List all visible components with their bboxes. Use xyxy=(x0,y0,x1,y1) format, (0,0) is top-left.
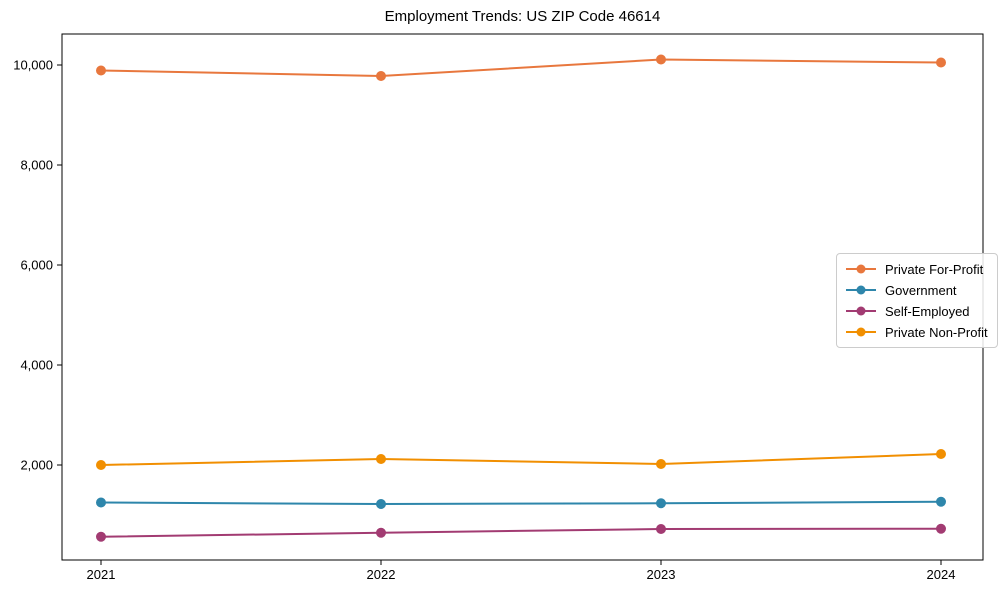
legend-label: Private For-Profit xyxy=(885,261,984,277)
data-point-self-employed xyxy=(936,523,946,534)
series-line-private-non-profit xyxy=(100,453,942,466)
legend-label: Self-Employed xyxy=(885,303,970,319)
series-line-private-for-profit xyxy=(100,58,942,78)
data-point-private-non-profit xyxy=(96,460,106,470)
data-point-private-non-profit xyxy=(936,449,946,459)
data-point-government xyxy=(96,497,106,508)
legend-line-swatch xyxy=(846,306,876,316)
legend-line-swatch xyxy=(846,285,876,295)
legend-label: Private Non-Profit xyxy=(885,324,988,340)
data-point-government xyxy=(376,499,386,509)
legend-item-self-employed: Self-Employed xyxy=(846,303,988,319)
x-tick-label: 2023 xyxy=(647,567,676,582)
legend-line-swatch xyxy=(846,327,876,337)
data-point-private-for-profit xyxy=(376,71,386,81)
legend: Private For-Profit Government Self-Employe… xyxy=(836,253,998,348)
legend-item-private-for-profit: Private For-Profit xyxy=(846,261,988,277)
data-point-private-non-profit xyxy=(656,459,666,469)
data-point-private-for-profit xyxy=(96,65,106,76)
data-point-private-for-profit xyxy=(936,57,946,68)
data-point-private-for-profit xyxy=(656,54,666,65)
data-point-self-employed xyxy=(376,527,386,538)
chart-title: Employment Trends: US ZIP Code 46614 xyxy=(384,8,661,25)
x-tick-label: 2021 xyxy=(87,567,116,582)
y-tick-label: 4,000 xyxy=(20,358,53,373)
legend-item-government: Government xyxy=(846,282,988,298)
x-tick-label: 2024 xyxy=(927,567,956,582)
data-point-government xyxy=(656,498,666,509)
legend-marker-icon xyxy=(856,327,866,337)
data-point-private-non-profit xyxy=(376,454,386,464)
x-tick-label: 2022 xyxy=(367,567,396,582)
y-tick-label: 8,000 xyxy=(20,158,53,173)
series-line-government xyxy=(100,500,942,506)
legend-line-swatch xyxy=(846,264,876,274)
legend-item-private-non-profit: Private Non-Profit xyxy=(846,324,988,340)
legend-marker-icon xyxy=(856,285,866,295)
legend-marker-icon xyxy=(856,306,866,316)
data-point-self-employed xyxy=(96,531,106,542)
legend-marker-icon xyxy=(856,264,866,274)
data-point-government xyxy=(936,496,946,507)
series-line-self-employed xyxy=(100,527,942,538)
y-tick-label: 6,000 xyxy=(20,258,53,273)
data-point-self-employed xyxy=(656,524,666,534)
y-tick-label: 2,000 xyxy=(20,458,53,473)
legend-label: Government xyxy=(885,282,957,298)
y-tick-label: 10,000 xyxy=(13,58,53,73)
